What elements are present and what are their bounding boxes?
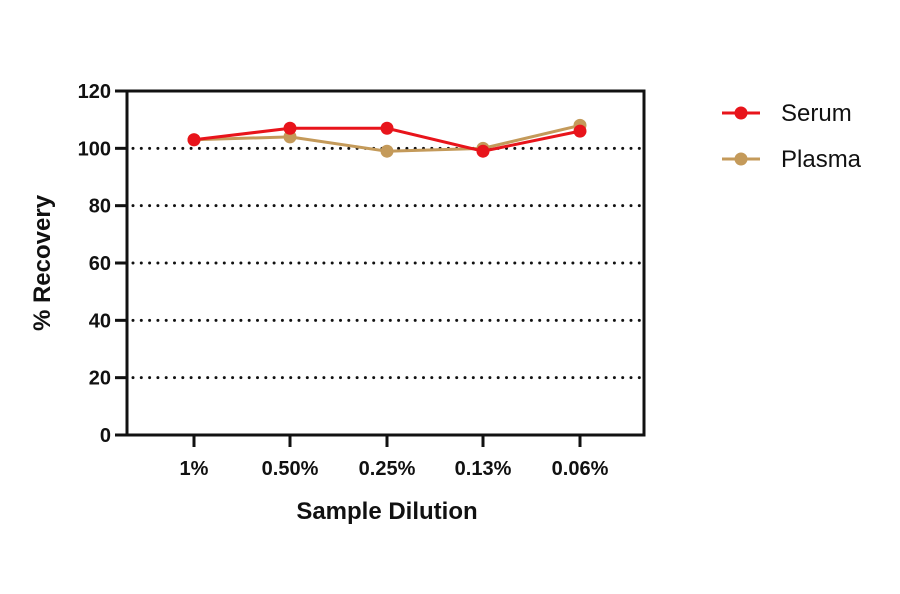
x-tick-label: 0.25% (359, 458, 416, 480)
y-tick-label: 60 (89, 253, 111, 275)
y-axis-title: % Recovery (29, 194, 56, 331)
y-tick-label: 100 (78, 138, 111, 160)
data-point (187, 133, 201, 147)
legend-label: Serum (781, 100, 852, 127)
legend-marker-icon (734, 152, 748, 166)
y-tick-label: 80 (89, 196, 111, 218)
legend-item-serum: Serum (722, 100, 852, 127)
x-tick-label: 1% (180, 458, 209, 480)
x-axis-title: Sample Dilution (296, 498, 477, 525)
x-axis: 1% 0.50% 0.25% 0.13% 0.06% (180, 435, 609, 480)
x-tick-label: 0.06% (552, 458, 609, 480)
legend-label: Plasma (781, 146, 862, 173)
plot-frame (125, 89, 646, 437)
data-point (380, 144, 394, 158)
y-tick-label: 20 (89, 368, 111, 390)
data-point (573, 124, 587, 138)
x-tick-label: 0.50% (262, 458, 319, 480)
legend-marker-icon (734, 106, 748, 120)
y-tick-label: 0 (100, 425, 111, 447)
data-point (476, 144, 490, 158)
data-point (380, 121, 394, 135)
y-tick-label: 40 (89, 310, 111, 332)
y-axis: 0 20 40 60 80 100 120 (78, 81, 127, 447)
series-serum (187, 121, 587, 158)
data-series (187, 118, 587, 158)
data-point (283, 121, 297, 135)
x-tick-label: 0.13% (455, 458, 512, 480)
legend: Serum Plasma (722, 100, 862, 173)
legend-item-plasma: Plasma (722, 146, 862, 173)
gridlines (131, 146, 642, 380)
y-tick-label: 120 (78, 81, 111, 103)
